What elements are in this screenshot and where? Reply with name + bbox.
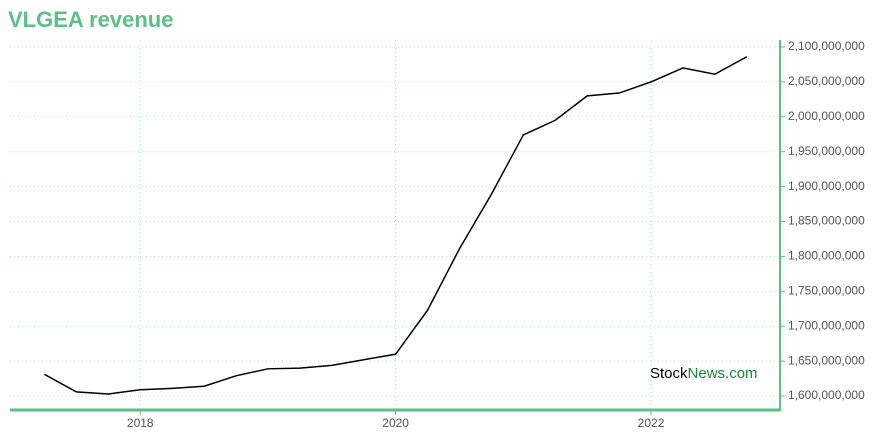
y-tick-label: 1,700,000,000 xyxy=(788,318,865,332)
watermark-suffix: News.com xyxy=(688,365,758,382)
watermark: StockNews.com xyxy=(650,365,758,382)
line xyxy=(44,56,748,395)
y-tick-label: 1,600,000,000 xyxy=(788,388,865,402)
y-tick-label: 2,100,000,000 xyxy=(788,39,865,53)
y-tick-label: 1,950,000,000 xyxy=(788,144,865,158)
y-tick-label: 2,000,000,000 xyxy=(788,109,865,123)
watermark-prefix: Stock xyxy=(650,365,688,382)
y-tick-label: 1,800,000,000 xyxy=(788,249,865,263)
y-tick-label: 2,050,000,000 xyxy=(788,74,865,88)
y-tick-label: 1,750,000,000 xyxy=(788,283,865,297)
y-tick-label: 1,850,000,000 xyxy=(788,214,865,228)
y-tick-label: 1,650,000,000 xyxy=(788,353,865,367)
x-tick-label: 2018 xyxy=(127,416,154,430)
x-tick-label: 2020 xyxy=(382,416,409,430)
chart-title: VLGEA revenue xyxy=(8,7,173,32)
x-tick-label: 2022 xyxy=(638,416,665,430)
y-tick-label: 1,900,000,000 xyxy=(788,179,865,193)
